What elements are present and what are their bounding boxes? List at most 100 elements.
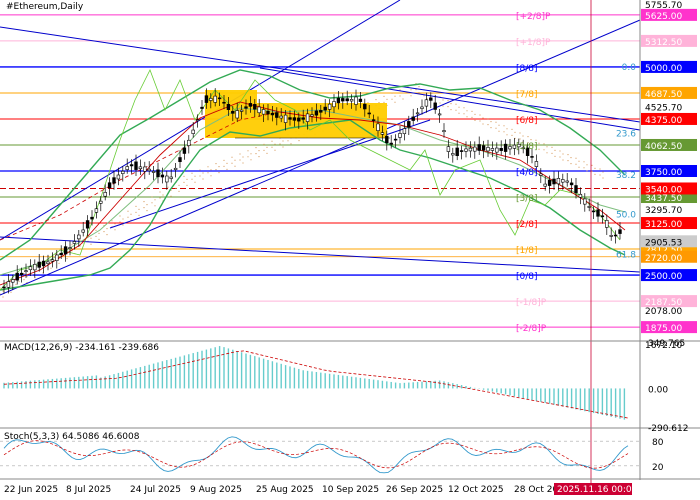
cloud-dot [151,196,153,198]
candle-body [319,110,323,113]
cloud-dot [514,131,516,133]
macd-axis-label: 349.765 [648,339,685,349]
cloud-dot [162,194,164,196]
cloud-dot [159,197,161,199]
candle-body [415,112,420,115]
cloud-dot [146,210,148,212]
cloud-dot [394,101,396,103]
candle-body [283,114,288,123]
cloud-dot [543,149,545,151]
candle-body [55,254,59,261]
cloud-dot [239,153,241,155]
cloud-dot [138,208,140,210]
candle-body [547,180,552,186]
cloud-dot [242,156,244,158]
candle-body [486,147,490,152]
channel-line-top [0,26,641,123]
cloud-dot [26,276,28,278]
candle-body [455,147,459,157]
murrey-label: [0/8] [516,272,538,282]
cloud-dot [122,218,124,220]
candle-body [187,139,191,146]
candle-body [165,175,169,183]
price-tag-text: 4375.00 [645,116,682,126]
candle-body [578,193,583,198]
candle-body [490,148,495,151]
candle-body [178,157,182,162]
candle-body [107,182,112,189]
murrey-label: [-1/8]P [516,298,547,308]
murrey-label: [+1/8]P [516,38,551,48]
cloud-dot [567,160,569,162]
candle-body [310,114,314,117]
murrey-label: [7/8] [516,90,538,100]
candle-body [288,117,292,120]
cloud-dot [455,109,457,111]
candle-body [68,247,72,249]
cloud-dot [194,175,196,177]
candle-body [235,110,239,119]
cloud-dot [450,109,452,111]
price-tag [641,235,697,248]
cloud-dot [391,98,393,100]
date-label: 28 Oct 2025 [514,485,570,495]
candle-body [420,106,424,109]
price-tag-text: 2720.00 [645,254,682,264]
cloud-dot [471,110,473,112]
fib-label: 61.8 [616,250,636,260]
cloud-dot [527,136,529,138]
candle-body [90,216,94,220]
candle-body [275,112,279,118]
candle-body [143,166,147,172]
cloud-dot [591,164,593,166]
candle-body [217,97,222,100]
cloud-dot [447,106,449,108]
candle-body [2,286,6,289]
cloud-dot [127,210,129,212]
cloud-dot [146,204,148,206]
cloud-dot [186,184,188,186]
cloud-dot [114,223,116,225]
cloud-dot [90,237,92,239]
price-tag [641,164,697,177]
channel-line-upper [0,0,401,241]
candle-body [156,169,160,178]
candle-body [37,261,41,268]
cloud-dot [31,274,33,276]
cloud-dot [10,291,12,293]
cloud-dot [66,258,68,260]
cloud-dot [431,92,433,94]
candle-body [609,235,613,237]
cloud-dot [506,134,508,136]
cloud-dot [159,191,161,193]
candle-body [261,109,266,115]
candle-body [477,144,481,151]
cloud-dot [386,98,388,100]
stoch-signal-line [3,440,629,469]
cloud-dot [410,89,412,91]
cloud-dot [450,103,452,105]
cloud-dot [167,186,169,188]
bollinger-lower [0,119,626,291]
cloud-dot [599,174,601,176]
candle-body [99,200,103,204]
cloud-dot [543,143,545,145]
cloud-dot [266,146,268,148]
cloud-dot [266,152,268,154]
candle-body [468,147,473,152]
candle-body [376,123,380,131]
cloud-dot [282,140,284,142]
cloud-dot [114,229,116,231]
candle-body [429,97,433,101]
cloud-dot [586,170,588,172]
cloud-dot [482,117,484,119]
cloud-dot [522,135,524,137]
candle-body [605,220,609,228]
axis-label: 2078.00 [645,307,682,317]
cloud-dot [418,86,420,88]
cloud-dot [10,285,12,287]
cloud-dot [458,112,460,114]
candle-body [517,143,521,148]
